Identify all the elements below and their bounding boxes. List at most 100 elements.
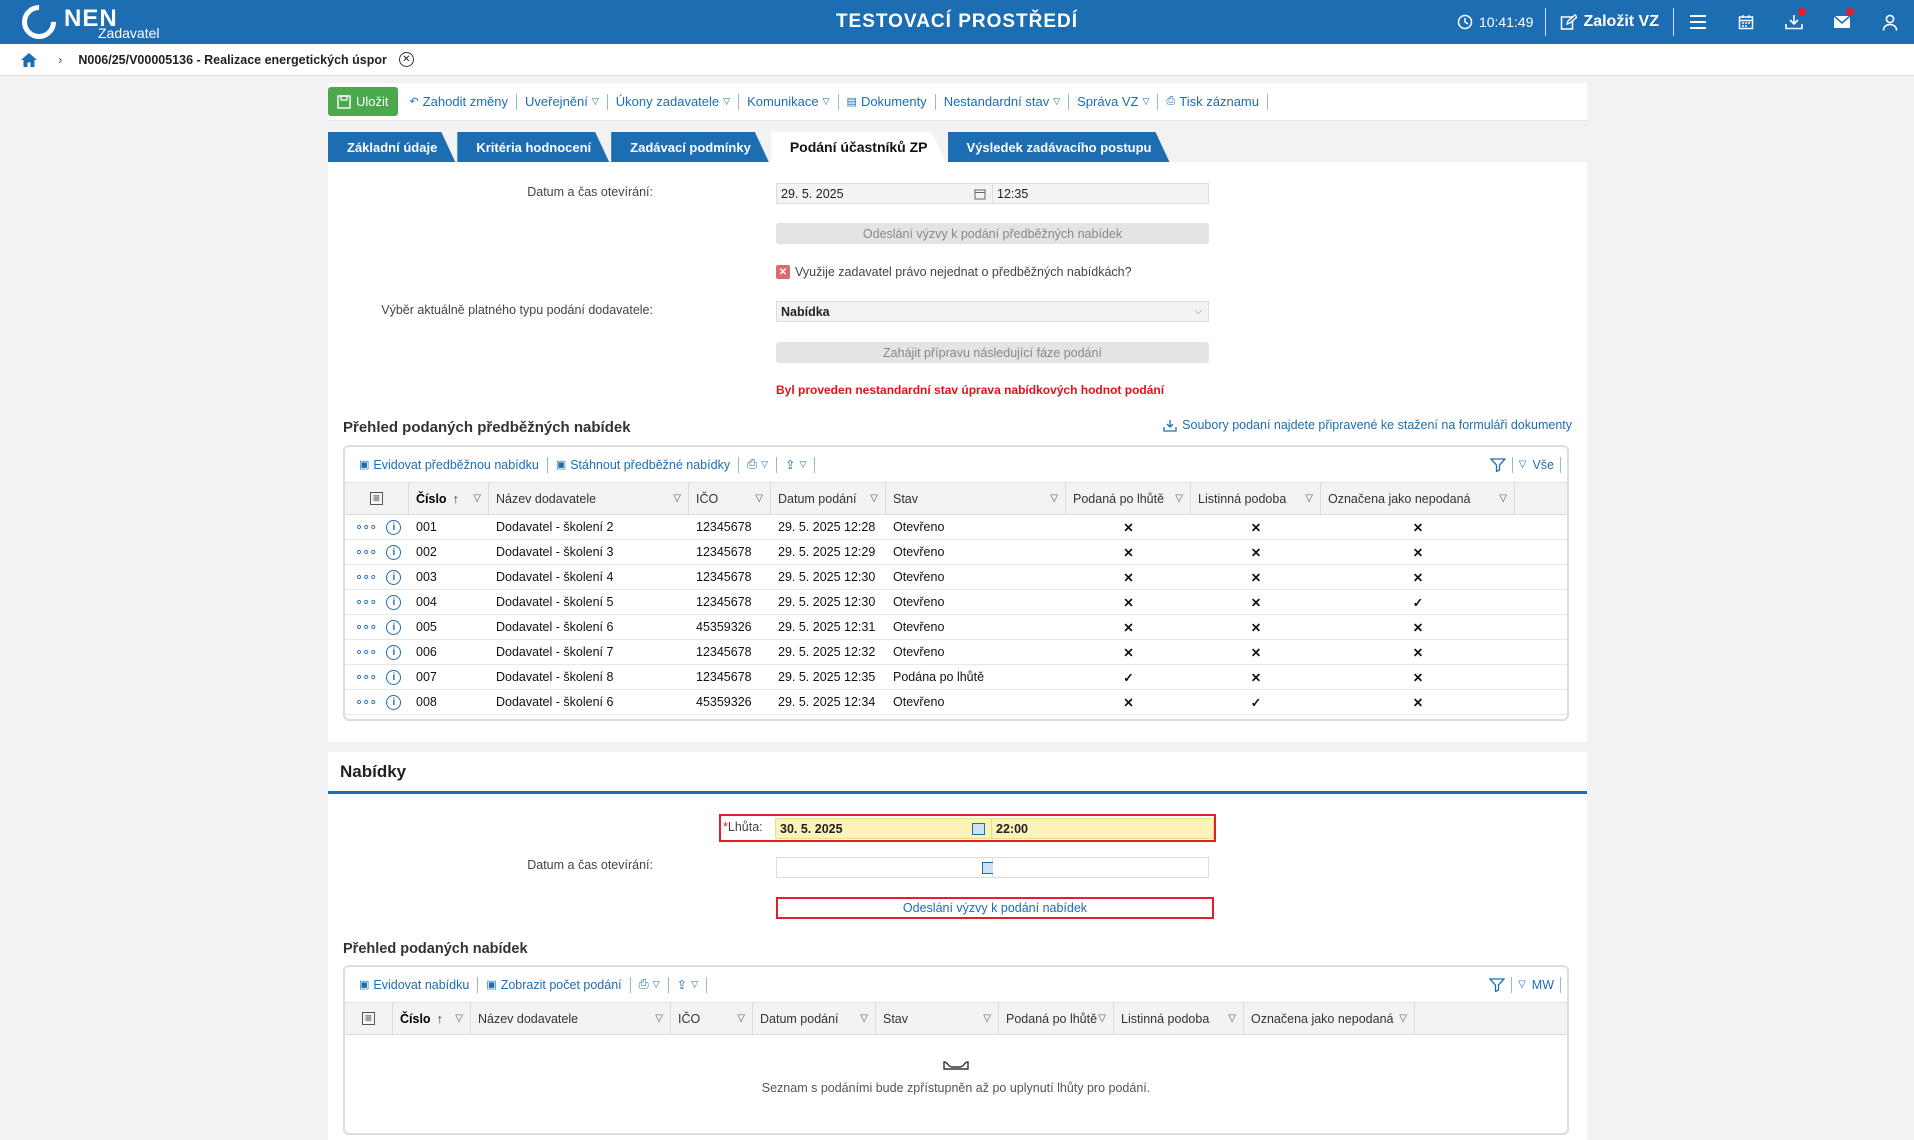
save-button[interactable]: Uložit	[328, 87, 398, 116]
column-filter-icon[interactable]: ▽	[1050, 493, 1058, 504]
table-row[interactable]: ∘∘∘ i 002 Dodavatel - školení 3 12345678 29. …	[345, 540, 1567, 565]
more-icon[interactable]: ∘∘∘	[355, 694, 377, 709]
communication-button[interactable]: Komunikace ▽	[739, 93, 839, 110]
more-icon[interactable]: ∘∘∘	[355, 569, 377, 584]
column-filter-icon[interactable]: ▽	[870, 493, 878, 504]
offers-opening-time-field[interactable]	[993, 857, 1209, 878]
column-filter-icon[interactable]: ▽	[860, 1013, 868, 1024]
documents-button[interactable]: ▤ Dokumenty	[839, 93, 936, 110]
more-icon[interactable]: ∘∘∘	[355, 669, 377, 684]
column-header[interactable]: Listinná podoba ▽	[1191, 483, 1321, 514]
info-icon[interactable]: i	[386, 644, 402, 660]
discard-changes-button[interactable]: ↶ Zahodit změny	[402, 93, 517, 110]
opening-time-field[interactable]: 12:35	[993, 183, 1209, 204]
print-menu-button[interactable]: ⎙ ▽	[631, 976, 669, 993]
publication-button[interactable]: Uveřejnění ▽	[517, 93, 608, 110]
more-icon[interactable]: ∘∘∘	[355, 644, 377, 659]
home-button[interactable]	[20, 52, 44, 68]
send-offers-invite-button[interactable]: Odeslání výzvy k podání nabídek	[776, 897, 1214, 919]
info-icon[interactable]: i	[386, 669, 402, 685]
column-header[interactable]: Stav ▽	[876, 1003, 999, 1034]
filter-icon[interactable]	[1489, 977, 1506, 992]
downloads-button[interactable]	[1770, 0, 1818, 44]
opening-date-field[interactable]: 29. 5. 2025	[776, 183, 993, 204]
calendar-icon[interactable]	[972, 822, 985, 835]
show-submission-count-button[interactable]: ▣ Zobrazit počet podání	[478, 976, 631, 993]
calendar-icon[interactable]	[974, 188, 986, 200]
messages-button[interactable]	[1818, 0, 1866, 44]
filter-preset-label[interactable]: MW	[1531, 977, 1554, 992]
info-icon[interactable]: i	[386, 694, 402, 710]
add-preliminary-offer-button[interactable]: ▣ Evidovat předběžnou nabídku	[351, 456, 548, 473]
calendar-button[interactable]	[1722, 0, 1770, 44]
print-menu-button[interactable]: ⎙ ▽	[739, 456, 778, 473]
chevron-down-icon[interactable]: ▽	[1518, 459, 1527, 470]
column-header[interactable]: Číslo ↑ ▽	[409, 483, 489, 514]
print-record-button[interactable]: ⎙ Tisk záznamu	[1158, 93, 1268, 110]
column-filter-icon[interactable]: ▽	[1305, 493, 1313, 504]
column-filter-icon[interactable]: ▽	[1499, 493, 1507, 504]
info-icon[interactable]: i	[386, 569, 402, 585]
more-icon[interactable]: ∘∘∘	[355, 619, 377, 634]
column-header[interactable]: IČO ▽	[689, 483, 771, 514]
column-header[interactable]: Název dodavatele ▽	[471, 1003, 671, 1034]
column-header[interactable]: Podaná po lhůtě ▽	[1066, 483, 1191, 514]
column-filter-icon[interactable]: ▽	[1228, 1013, 1236, 1024]
info-icon[interactable]: i	[386, 544, 402, 560]
tab-basic-info[interactable]: Základní údaje	[328, 132, 455, 162]
tender-admin-button[interactable]: Správa VZ ▽	[1069, 93, 1159, 110]
sort-asc-icon[interactable]: ↑	[452, 491, 459, 506]
table-row[interactable]: ∘∘∘ i 006 Dodavatel - školení 7 12345678 29. …	[345, 640, 1567, 665]
column-header[interactable]: Označena jako nepodaná ▽	[1321, 483, 1515, 514]
breadcrumb-title[interactable]: N006/25/V00005136 - Realizace energetick…	[78, 52, 387, 67]
logo[interactable]: NEN	[14, 0, 118, 47]
table-row[interactable]: ∘∘∘ i 007 Dodavatel - školení 8 12345678 29. …	[345, 665, 1567, 690]
column-filter-icon[interactable]: ▽	[473, 493, 481, 504]
tab-submissions[interactable]: Podání účastníků ZP	[771, 132, 946, 162]
column-filter-icon[interactable]: ▽	[455, 1013, 463, 1024]
column-filter-icon[interactable]: ▽	[737, 1013, 745, 1024]
column-filter-icon[interactable]: ▽	[673, 493, 681, 504]
actions-button[interactable]: Úkony zadavatele ▽	[608, 93, 740, 110]
nonstandard-state-button[interactable]: Nestandardní stav ▽	[936, 93, 1070, 110]
download-preliminary-offers-button[interactable]: ▣ Stáhnout předběžné nabídky	[548, 456, 740, 473]
filter-icon[interactable]	[1489, 457, 1506, 472]
column-filter-icon[interactable]: ▽	[1399, 1013, 1407, 1024]
submission-type-select[interactable]: Nabídka ⌵	[776, 301, 1209, 322]
column-header[interactable]: Označena jako nepodaná ▽	[1244, 1003, 1415, 1034]
table-row[interactable]: ∘∘∘ i 003 Dodavatel - školení 4 12345678 29. …	[345, 565, 1567, 590]
info-icon[interactable]: i	[386, 519, 402, 535]
column-filter-icon[interactable]: ▽	[755, 493, 763, 504]
offers-opening-date-field[interactable]	[776, 857, 995, 878]
column-header[interactable]: IČO ▽	[671, 1003, 753, 1034]
send-preliminary-invite-button[interactable]: Odeslání výzvy k podání předběžných nabí…	[776, 223, 1209, 244]
create-tender-button[interactable]: Založit VZ	[1546, 13, 1673, 31]
no-negotiation-checkbox[interactable]: ✕ Využije zadavatel právo nejednat o pře…	[776, 265, 1132, 279]
column-header[interactable]: Datum podání ▽	[753, 1003, 876, 1034]
close-icon[interactable]: ✕	[398, 52, 414, 67]
column-header[interactable]: Podaná po lhůtě ▽	[999, 1003, 1114, 1034]
deadline-time-field[interactable]: 22:00	[992, 818, 1214, 839]
tab-evaluation-criteria[interactable]: Kritéria hodnocení	[457, 132, 609, 162]
column-header[interactable]: Název dodavatele ▽	[489, 483, 689, 514]
table-row[interactable]: ∘∘∘ i 008 Dodavatel - školení 6 45359326 29. …	[345, 690, 1567, 715]
column-header[interactable]: Datum podání ▽	[771, 483, 886, 514]
info-icon[interactable]: i	[386, 594, 402, 610]
start-next-phase-button[interactable]: Zahájit přípravu následující fáze podání	[776, 342, 1209, 363]
export-menu-button[interactable]: ⇪ ▽	[669, 976, 707, 993]
table-row[interactable]: ∘∘∘ i 004 Dodavatel - školení 5 12345678 29. …	[345, 590, 1567, 615]
table-row[interactable]: ∘∘∘ i 001 Dodavatel - školení 2 12345678 29. …	[345, 515, 1567, 540]
filter-preset-label[interactable]: Vše	[1532, 457, 1554, 472]
chevron-down-icon[interactable]: ▽	[1518, 979, 1526, 990]
download-files-link[interactable]: Soubory podaní najdete připravené ke sta…	[1163, 418, 1572, 432]
deadline-date-field[interactable]: 30. 5. 2025	[775, 818, 992, 839]
column-header[interactable]: Číslo ↑ ▽	[393, 1003, 471, 1034]
table-row[interactable]: ∘∘∘ i 005 Dodavatel - školení 6 45359326 29. …	[345, 615, 1567, 640]
column-header[interactable]: Listinná podoba ▽	[1114, 1003, 1244, 1034]
export-menu-button[interactable]: ⇪ ▽	[777, 456, 816, 473]
menu-button[interactable]	[1674, 0, 1722, 44]
user-button[interactable]	[1866, 0, 1914, 44]
tab-tender-conditions[interactable]: Zadávací podmínky	[611, 132, 769, 162]
sort-asc-icon[interactable]: ↑	[436, 1011, 443, 1026]
column-header[interactable]: Stav ▽	[886, 483, 1066, 514]
